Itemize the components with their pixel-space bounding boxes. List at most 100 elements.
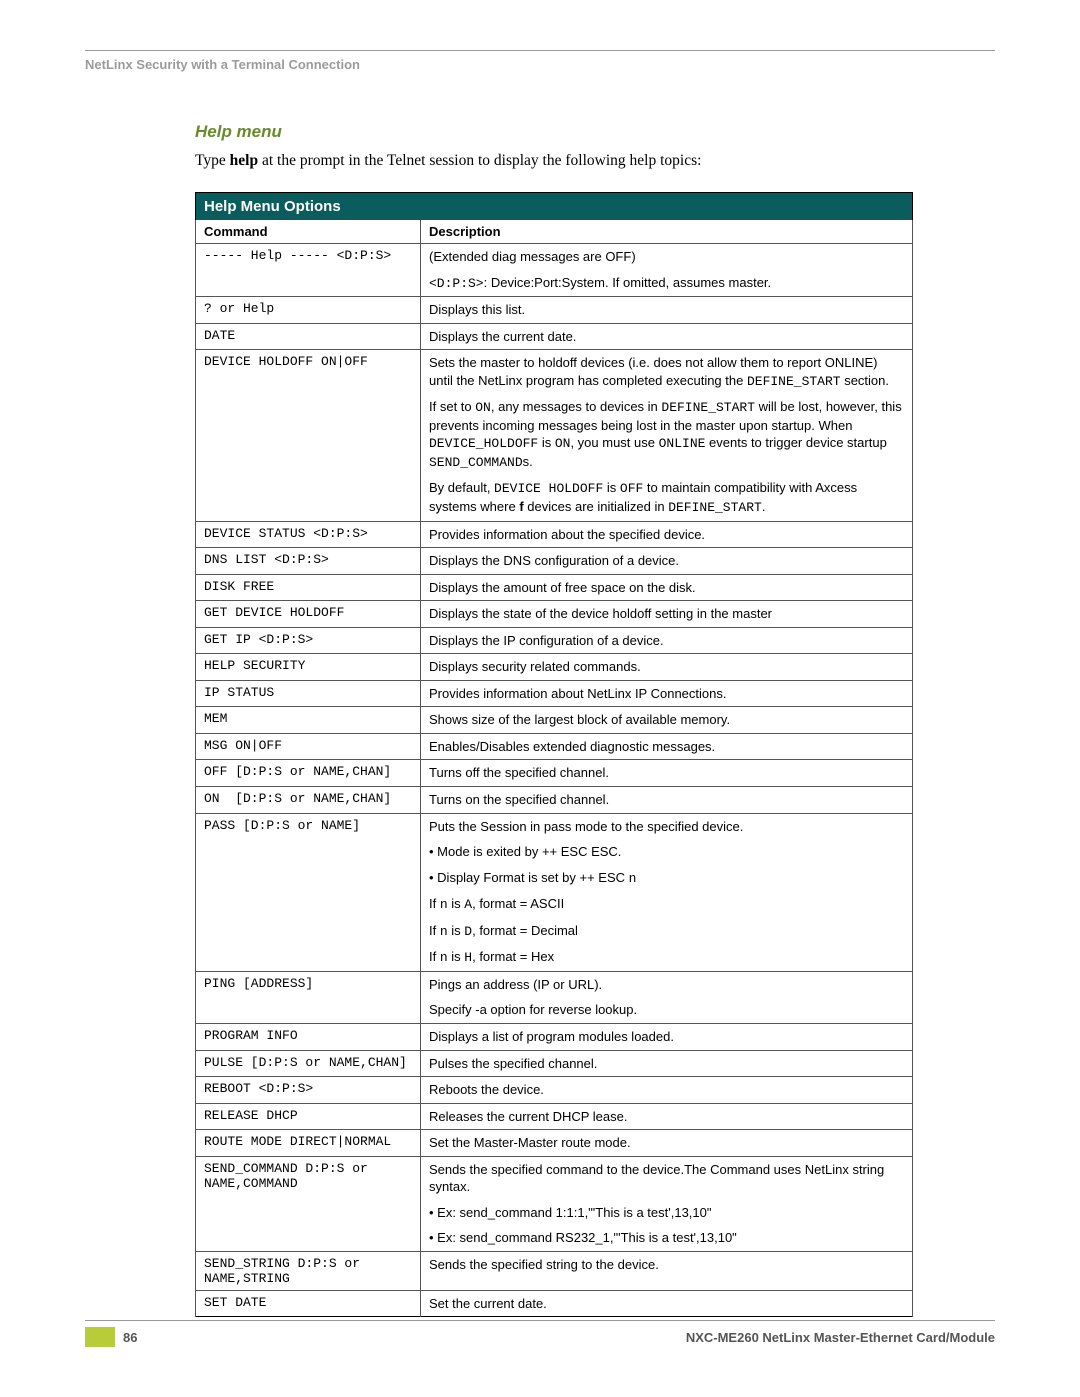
- description-cell: Displays the current date.: [421, 323, 913, 350]
- table-row: • Ex: send_command 1:1:1,"'This is a tes…: [196, 1200, 913, 1226]
- table-row: GET DEVICE HOLDOFFDisplays the state of …: [196, 601, 913, 628]
- command-cell: PULSE [D:P:S or NAME,CHAN]: [196, 1050, 421, 1077]
- command-cell: ON [D:P:S or NAME,CHAN]: [196, 787, 421, 814]
- description-cell: <D:P:S>: Device:Port:System. If omitted,…: [421, 270, 913, 297]
- table-row: If set to ON, any messages to devices in…: [196, 394, 913, 475]
- command-cell: [196, 865, 421, 892]
- table-row: RELEASE DHCPReleases the current DHCP le…: [196, 1103, 913, 1130]
- table-row: ON [D:P:S or NAME,CHAN]Turns on the spec…: [196, 787, 913, 814]
- table-row: If n is A, format = ASCII: [196, 891, 913, 918]
- description-cell: Set the current date.: [421, 1290, 913, 1317]
- table-header-row: Command Description: [196, 220, 913, 244]
- table-row: ROUTE MODE DIRECT|NORMALSet the Master-M…: [196, 1130, 913, 1157]
- command-cell: GET DEVICE HOLDOFF: [196, 601, 421, 628]
- table-row: By default, DEVICE HOLDOFF is OFF to mai…: [196, 475, 913, 521]
- command-cell: [196, 270, 421, 297]
- description-cell: Puts the Session in pass mode to the spe…: [421, 813, 913, 839]
- description-cell: Displays security related commands.: [421, 654, 913, 681]
- command-cell: ? or Help: [196, 297, 421, 324]
- description-cell: By default, DEVICE HOLDOFF is OFF to mai…: [421, 475, 913, 521]
- command-cell: REBOOT <D:P:S>: [196, 1077, 421, 1104]
- description-cell: Releases the current DHCP lease.: [421, 1103, 913, 1130]
- description-cell: • Display Format is set by ++ ESC n: [421, 865, 913, 892]
- command-cell: [196, 839, 421, 865]
- intro-text: Type help at the prompt in the Telnet se…: [195, 152, 995, 170]
- command-cell: MSG ON|OFF: [196, 733, 421, 760]
- table-row: <D:P:S>: Device:Port:System. If omitted,…: [196, 270, 913, 297]
- table-row: • Display Format is set by ++ ESC n: [196, 865, 913, 892]
- section-title: Help menu: [195, 122, 995, 142]
- command-cell: PASS [D:P:S or NAME]: [196, 813, 421, 839]
- command-cell: HELP SECURITY: [196, 654, 421, 681]
- table-row: DATEDisplays the current date.: [196, 323, 913, 350]
- description-cell: Pulses the specified channel.: [421, 1050, 913, 1077]
- description-cell: • Mode is exited by ++ ESC ESC.: [421, 839, 913, 865]
- description-cell: • Ex: send_command RS232_1,"'This is a t…: [421, 1225, 913, 1251]
- description-cell: (Extended diag messages are OFF): [421, 244, 913, 270]
- command-cell: DISK FREE: [196, 574, 421, 601]
- table-row: REBOOT <D:P:S>Reboots the device.: [196, 1077, 913, 1104]
- page-number: 86: [123, 1330, 137, 1345]
- table-row: DEVICE STATUS <D:P:S>Provides informatio…: [196, 521, 913, 548]
- description-cell: Specify -a option for reverse lookup.: [421, 997, 913, 1023]
- description-cell: • Ex: send_command 1:1:1,"'This is a tes…: [421, 1200, 913, 1226]
- intro-suffix: at the prompt in the Telnet session to d…: [258, 152, 701, 169]
- description-cell: If set to ON, any messages to devices in…: [421, 394, 913, 475]
- table-row: If n is H, format = Hex: [196, 944, 913, 971]
- description-cell: Turns off the specified channel.: [421, 760, 913, 787]
- table-row: HELP SECURITYDisplays security related c…: [196, 654, 913, 681]
- page-header: NetLinx Security with a Terminal Connect…: [85, 57, 995, 72]
- description-cell: Displays this list.: [421, 297, 913, 324]
- command-cell: PROGRAM INFO: [196, 1023, 421, 1050]
- col-command-header: Command: [196, 220, 421, 244]
- table-row: ----- Help ----- <D:P:S>(Extended diag m…: [196, 244, 913, 270]
- description-cell: Displays the DNS configuration of a devi…: [421, 548, 913, 575]
- command-cell: ----- Help ----- <D:P:S>: [196, 244, 421, 270]
- table-row: PROGRAM INFODisplays a list of program m…: [196, 1023, 913, 1050]
- description-cell: Sends the specified string to the device…: [421, 1251, 913, 1290]
- description-cell: If n is A, format = ASCII: [421, 891, 913, 918]
- table-row: SEND_STRING D:P:S or NAME,STRINGSends th…: [196, 1251, 913, 1290]
- command-cell: DEVICE HOLDOFF ON|OFF: [196, 350, 421, 395]
- description-cell: Provides information about the specified…: [421, 521, 913, 548]
- command-cell: [196, 394, 421, 475]
- help-menu-table: Help Menu Options Command Description --…: [195, 192, 913, 1317]
- table-row: Specify -a option for reverse lookup.: [196, 997, 913, 1023]
- table-row: DEVICE HOLDOFF ON|OFFSets the master to …: [196, 350, 913, 395]
- table-row: • Ex: send_command RS232_1,"'This is a t…: [196, 1225, 913, 1251]
- command-cell: MEM: [196, 707, 421, 734]
- table-row: If n is D, format = Decimal: [196, 918, 913, 945]
- table-row: PULSE [D:P:S or NAME,CHAN]Pulses the spe…: [196, 1050, 913, 1077]
- table-row: MSG ON|OFFEnables/Disables extended diag…: [196, 733, 913, 760]
- command-cell: [196, 944, 421, 971]
- description-cell: If n is H, format = Hex: [421, 944, 913, 971]
- command-cell: RELEASE DHCP: [196, 1103, 421, 1130]
- table-row: • Mode is exited by ++ ESC ESC.: [196, 839, 913, 865]
- intro-prefix: Type: [195, 152, 230, 169]
- description-cell: If n is D, format = Decimal: [421, 918, 913, 945]
- intro-bold: help: [230, 152, 258, 169]
- col-description-header: Description: [421, 220, 913, 244]
- command-cell: SET DATE: [196, 1290, 421, 1317]
- command-cell: DNS LIST <D:P:S>: [196, 548, 421, 575]
- description-cell: Sends the specified command to the devic…: [421, 1156, 913, 1200]
- description-cell: Shows size of the largest block of avail…: [421, 707, 913, 734]
- command-cell: [196, 891, 421, 918]
- command-cell: GET IP <D:P:S>: [196, 627, 421, 654]
- command-cell: DEVICE STATUS <D:P:S>: [196, 521, 421, 548]
- command-cell: [196, 475, 421, 521]
- table-title-row: Help Menu Options: [196, 193, 913, 221]
- description-cell: Displays a list of program modules loade…: [421, 1023, 913, 1050]
- command-cell: SEND_COMMAND D:P:S or NAME,COMMAND: [196, 1156, 421, 1200]
- description-cell: Pings an address (IP or URL).: [421, 971, 913, 997]
- table-row: MEMShows size of the largest block of av…: [196, 707, 913, 734]
- command-cell: [196, 997, 421, 1023]
- table-row: ? or HelpDisplays this list.: [196, 297, 913, 324]
- page-block-icon: [85, 1327, 115, 1347]
- table-row: SEND_COMMAND D:P:S or NAME,COMMANDSends …: [196, 1156, 913, 1200]
- table-row: PASS [D:P:S or NAME]Puts the Session in …: [196, 813, 913, 839]
- description-cell: Reboots the device.: [421, 1077, 913, 1104]
- command-cell: OFF [D:P:S or NAME,CHAN]: [196, 760, 421, 787]
- command-cell: PING [ADDRESS]: [196, 971, 421, 997]
- command-cell: DATE: [196, 323, 421, 350]
